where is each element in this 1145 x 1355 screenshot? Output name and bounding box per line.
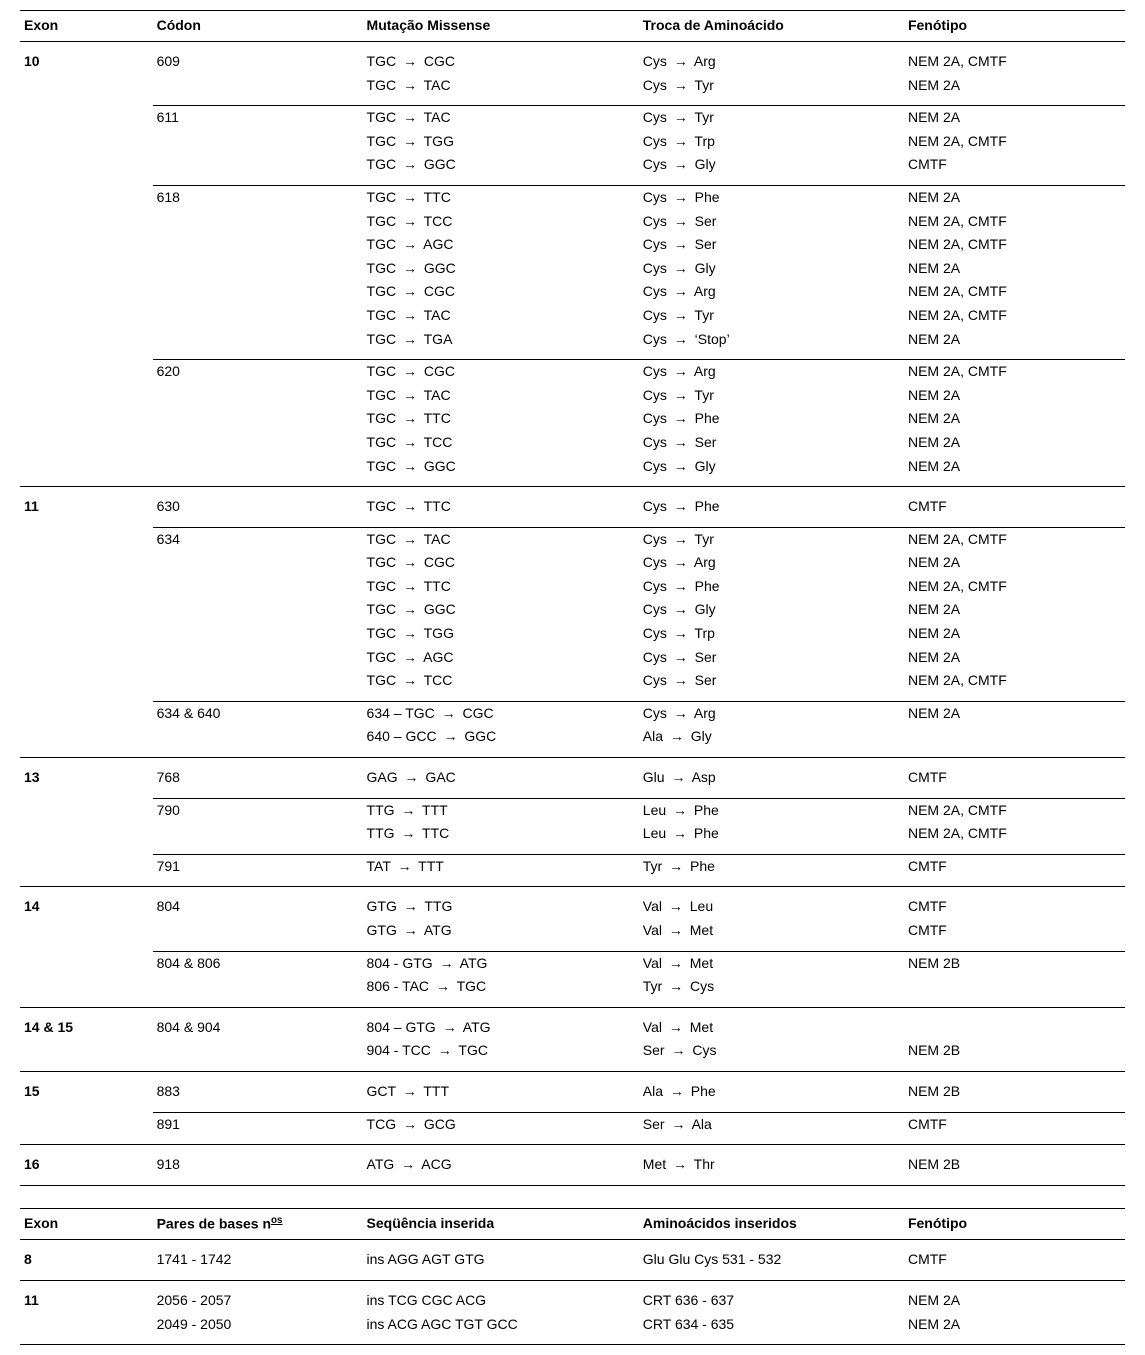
table-row: 804 & 806804 - GTG → ATGVal → MetNEM 2B (20, 951, 1125, 975)
col-header: Exon (20, 1208, 153, 1240)
table-row: 790TTG → TTTLeu → PheNEM 2A, CMTF (20, 798, 1125, 822)
table-row: 81741 - 1742ins AGG AGT GTGGlu Glu Cys 5… (20, 1240, 1125, 1281)
table-row: 11630TGC → TTCCys → PheCMTF (20, 487, 1125, 528)
table-row: 10609TGC → CGCCys → ArgNEM 2A, CMTF (20, 42, 1125, 74)
table-row: TGC → TACCys → TyrNEM 2A, CMTF (20, 304, 1125, 328)
table-row: TGC → TACCys → TyrNEM 2A (20, 384, 1125, 408)
table-row: 618TGC → TTCCys → PheNEM 2A (20, 185, 1125, 209)
table-row: TGC → AGCCys → SerNEM 2A (20, 646, 1125, 670)
table-row: 791TAT → TTTTyr → PheCMTF (20, 854, 1125, 887)
table-row: 112056 - 2057ins TCG CGC ACGCRT 636 - 63… (20, 1281, 1125, 1313)
table-row: 13768GAG → GACGlu → AspCMTF (20, 758, 1125, 799)
table-row: TGC → GGCCys → GlyCMTF (20, 153, 1125, 185)
col-header: Seqüência inserida (363, 1208, 639, 1240)
table-row: 806 - TAC → TGCTyr → Cys (20, 975, 1125, 1007)
col-header: Fenótipo (904, 1208, 1125, 1240)
table-row: TGC → TTCCys → PheNEM 2A (20, 407, 1125, 431)
table-row: TGC → TCCCys → SerNEM 2A (20, 431, 1125, 455)
table-row: TGC → GGCCys → GlyNEM 2A (20, 257, 1125, 281)
table-row: TGC → CGCCys → ArgNEM 2A, CMTF (20, 280, 1125, 304)
col-mutacao: Mutação Missense (363, 11, 639, 42)
col-exon: Exon (20, 11, 153, 42)
col-troca: Troca de Aminoácido (639, 11, 904, 42)
table-row: 14804GTG → TTGVal → LeuCMTF (20, 887, 1125, 919)
table-row: 904 - TCC → TGCSer → CysNEM 2B (20, 1039, 1125, 1071)
table-row: TTG → TTCLeu → PheNEM 2A, CMTF (20, 822, 1125, 854)
table-row: TGC → TTCCys → PheNEM 2A, CMTF (20, 575, 1125, 599)
table-row: TGC → AGCCys → SerNEM 2A, CMTF (20, 233, 1125, 257)
table-row: 640 – GCC → GGCAla → Gly (20, 725, 1125, 757)
table-row: TGC → GGCCys → GlyNEM 2A (20, 455, 1125, 487)
table-row: TGC → TCCCys → SerNEM 2A, CMTF (20, 210, 1125, 234)
table-row: 15883GCT → TTTAla → PheNEM 2B (20, 1071, 1125, 1112)
table-row: 611TGC → TACCys → TyrNEM 2A (20, 106, 1125, 130)
table-row: 14 & 15804 & 904804 – GTG → ATGVal → Met (20, 1007, 1125, 1039)
col-header: Aminoácidos inseridos (639, 1208, 904, 1240)
table-row: TGC → TACCys → TyrNEM 2A (20, 74, 1125, 106)
col-header: Pares de bases nos (153, 1208, 363, 1240)
table-row: TGC → TCCCys → SerNEM 2A, CMTF (20, 669, 1125, 701)
table-row: 634TGC → TACCys → TyrNEM 2A, CMTF (20, 527, 1125, 551)
table-row: GTG → ATGVal → MetCMTF (20, 919, 1125, 951)
col-codon: Códon (153, 11, 363, 42)
table-row: 634 & 640634 – TGC → CGCCys → ArgNEM 2A (20, 701, 1125, 725)
table-row: 16918ATG → ACGMet → ThrNEM 2B (20, 1145, 1125, 1186)
mutation-table-1: Exon Códon Mutação Missense Troca de Ami… (20, 10, 1125, 1186)
table-row: TGC → TGGCys → TrpNEM 2A, CMTF (20, 130, 1125, 154)
table-row: 891TCG → GCGSer → AlaCMTF (20, 1112, 1125, 1145)
table-row: TGC → CGCCys → ArgNEM 2A (20, 551, 1125, 575)
col-fenotipo: Fenótipo (904, 11, 1125, 42)
table-row: TGC → TGGCys → TrpNEM 2A (20, 622, 1125, 646)
table-row: TGC → GGCCys → GlyNEM 2A (20, 598, 1125, 622)
table-row: TGC → TGACys → ‘Stop’NEM 2A (20, 328, 1125, 360)
mutation-table-2: ExonPares de bases nosSeqüência inserida… (20, 1186, 1125, 1345)
table-row: 620TGC → CGCCys → ArgNEM 2A, CMTF (20, 360, 1125, 384)
table-row: 2049 - 2050ins ACG AGC TGT GCCCRT 634 - … (20, 1313, 1125, 1345)
